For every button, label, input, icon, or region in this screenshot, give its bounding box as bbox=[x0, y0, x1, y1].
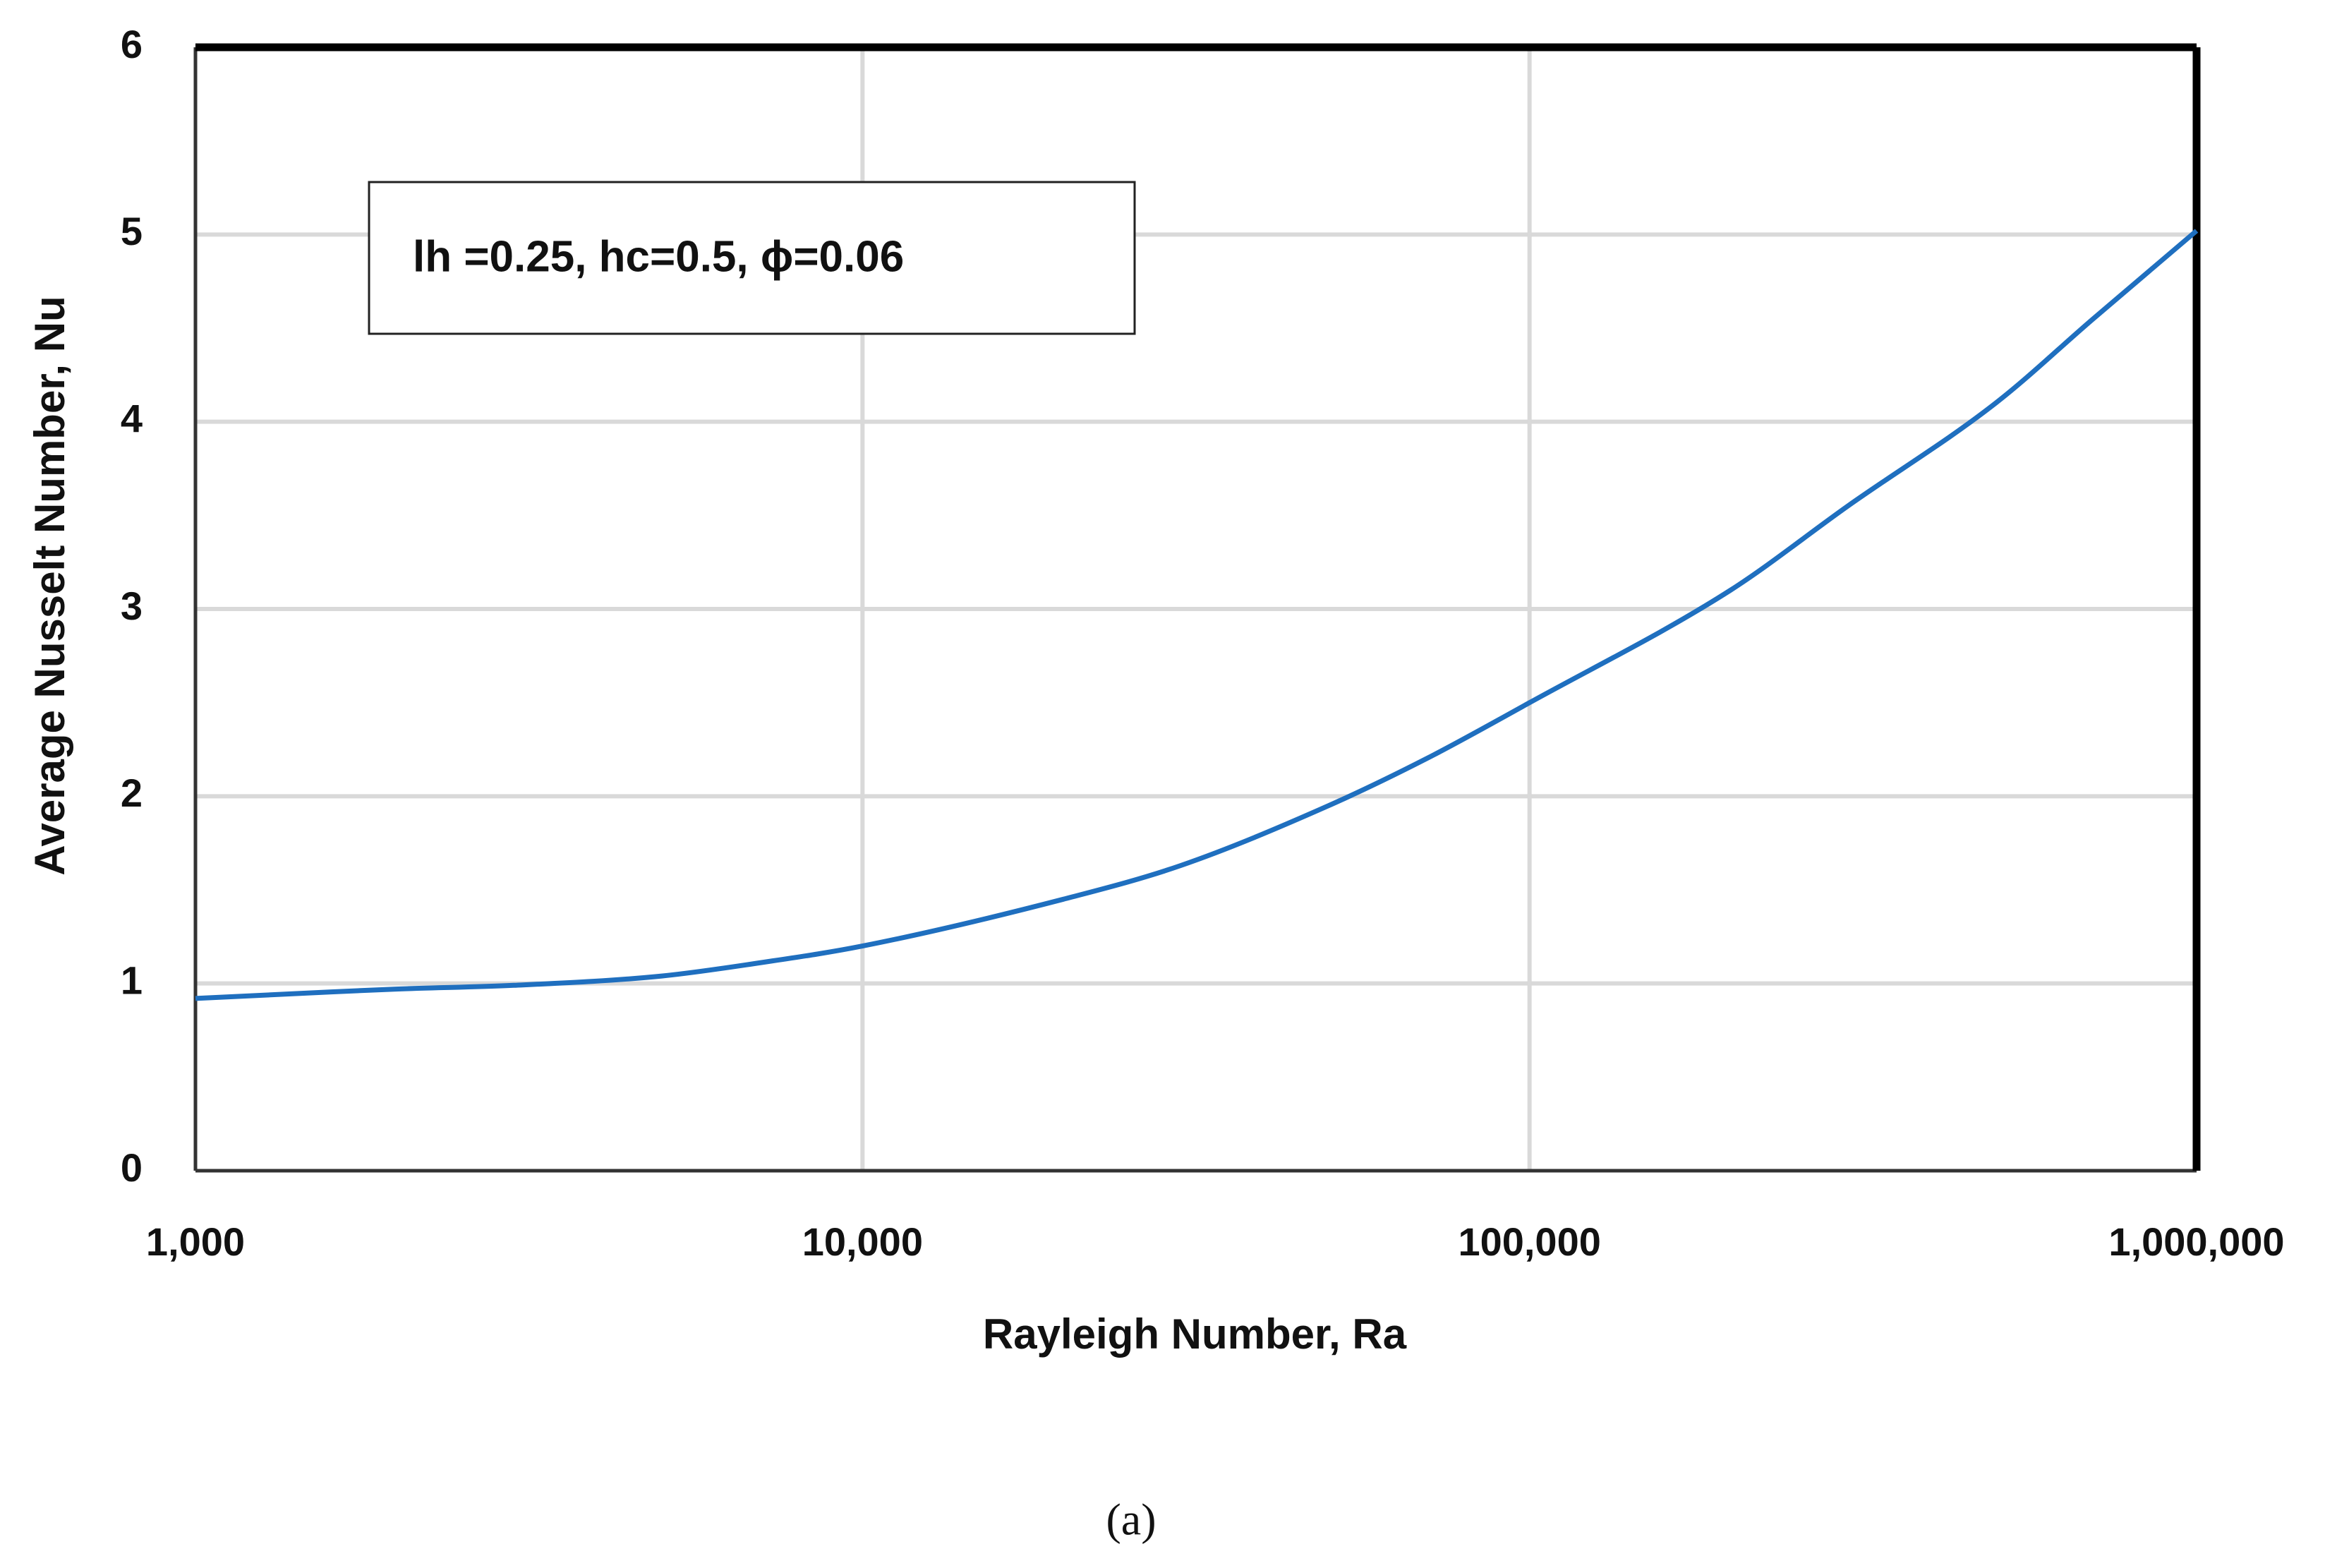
x-tick-label: 1,000 bbox=[146, 1219, 245, 1264]
x-tick-label: 1,000,000 bbox=[2108, 1219, 2284, 1264]
y-tick-label: 0 bbox=[121, 1145, 143, 1190]
axis-layer bbox=[193, 43, 2201, 1173]
x-axis-title: Rayleigh Number, Ra bbox=[983, 1310, 1407, 1358]
y-tick-label: 3 bbox=[121, 584, 143, 628]
series-layer bbox=[195, 229, 2199, 1001]
y-tick-label: 4 bbox=[121, 396, 143, 440]
y-tick-label: 1 bbox=[121, 958, 143, 1002]
figure-caption: (a) bbox=[1106, 1495, 1156, 1545]
series-line-0 bbox=[195, 229, 2199, 1001]
x-tick-label: 100,000 bbox=[1458, 1219, 1600, 1264]
y-tick-label: 5 bbox=[121, 209, 143, 253]
y-tick-label: 6 bbox=[121, 22, 143, 66]
x-tick-label: 10,000 bbox=[802, 1219, 923, 1264]
annotation-text: lh =0.25, hc=0.5, ϕ=0.06 bbox=[413, 232, 904, 281]
annotation-box: lh =0.25, hc=0.5, ϕ=0.06 bbox=[368, 181, 1136, 335]
y-axis-title: Average Nusselt Number, Nu bbox=[26, 296, 73, 875]
tick-label-layer: 0 1 2 3 4 5 6 1,000 10,000 100,000 1,000,000 bbox=[121, 22, 2285, 1264]
annotation-frame bbox=[368, 181, 1136, 335]
y-tick-label: 2 bbox=[121, 771, 143, 815]
